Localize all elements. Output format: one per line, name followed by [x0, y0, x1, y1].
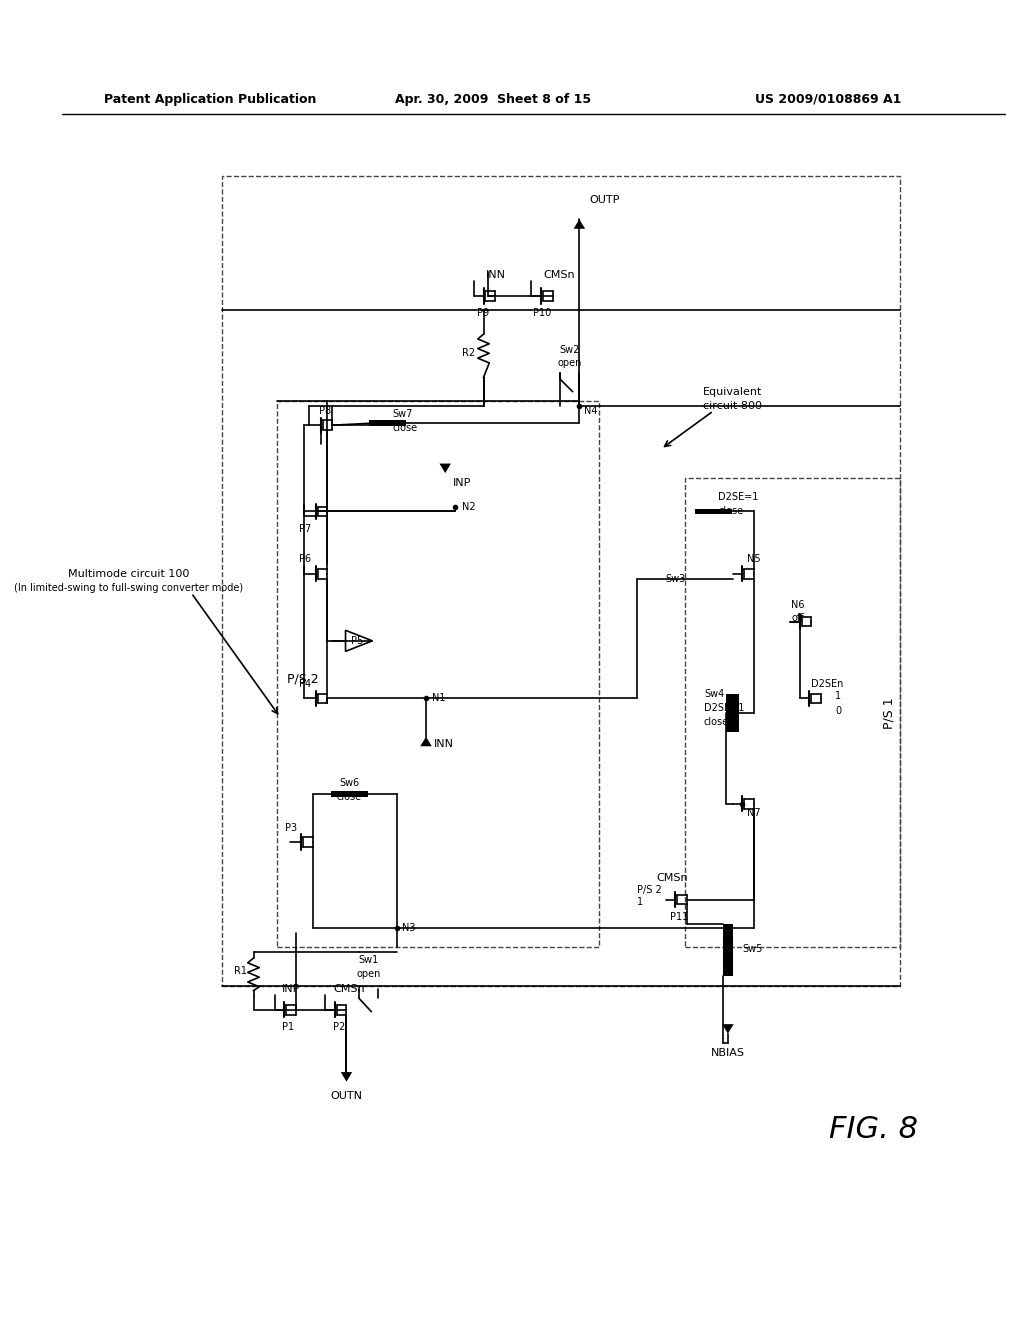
Text: OUTP: OUTP — [589, 195, 620, 205]
Text: P6: P6 — [299, 554, 311, 565]
Text: off: off — [792, 612, 804, 623]
Text: P/S 2: P/S 2 — [287, 673, 318, 685]
Text: Patent Application Publication: Patent Application Publication — [104, 92, 316, 106]
Text: CMSn: CMSn — [543, 269, 574, 280]
Text: close: close — [392, 424, 418, 433]
Text: R2: R2 — [462, 348, 475, 358]
Text: close: close — [718, 507, 743, 516]
Text: P4: P4 — [299, 678, 311, 689]
Text: N7: N7 — [748, 808, 761, 818]
Text: Sw6: Sw6 — [339, 777, 359, 788]
Bar — [685, 478, 900, 948]
Text: P5: P5 — [351, 636, 364, 645]
Text: INN: INN — [485, 269, 506, 280]
Bar — [723, 924, 733, 977]
Text: P10: P10 — [532, 308, 551, 318]
Text: P11: P11 — [670, 912, 688, 921]
Polygon shape — [722, 1024, 733, 1034]
Text: US 2009/0108869 A1: US 2009/0108869 A1 — [756, 92, 902, 106]
Text: INP: INP — [283, 983, 301, 994]
Text: 1: 1 — [835, 692, 841, 701]
Text: P/S 2: P/S 2 — [637, 884, 662, 895]
Bar — [278, 401, 598, 948]
Text: P9: P9 — [477, 308, 489, 318]
Text: open: open — [356, 969, 381, 979]
Text: N4: N4 — [584, 405, 598, 416]
Bar — [331, 791, 368, 797]
Polygon shape — [341, 1072, 352, 1081]
Text: NBIAS: NBIAS — [711, 1048, 744, 1057]
Text: (In limited-swing to full-swing converter mode): (In limited-swing to full-swing converte… — [14, 583, 244, 593]
Text: Sw3: Sw3 — [665, 574, 685, 583]
Text: Sw4: Sw4 — [703, 689, 724, 698]
Text: N5: N5 — [748, 554, 761, 565]
Text: CMSn: CMSn — [333, 983, 365, 994]
Text: INN: INN — [434, 739, 454, 750]
Text: N3: N3 — [402, 923, 416, 933]
Text: Sw2: Sw2 — [559, 346, 580, 355]
Text: OUTN: OUTN — [331, 1092, 362, 1101]
Text: Sw1: Sw1 — [358, 954, 379, 965]
Text: N6: N6 — [792, 601, 805, 610]
Text: N2: N2 — [463, 502, 476, 512]
Text: P1: P1 — [282, 1022, 294, 1032]
Text: P2: P2 — [333, 1022, 345, 1032]
Text: N1: N1 — [432, 693, 445, 704]
Bar — [695, 508, 732, 515]
Polygon shape — [420, 737, 432, 746]
Text: D2SEn: D2SEn — [811, 678, 844, 689]
Text: open: open — [558, 358, 582, 368]
Text: P8: P8 — [319, 405, 332, 416]
Text: P/S 1: P/S 1 — [883, 697, 896, 729]
Text: D2SE=1: D2SE=1 — [703, 704, 744, 713]
Polygon shape — [439, 463, 451, 473]
Text: D2SE=1: D2SE=1 — [718, 492, 759, 502]
Polygon shape — [573, 219, 585, 228]
Text: 1: 1 — [637, 898, 643, 907]
Text: Equivalent: Equivalent — [703, 387, 762, 397]
Text: Sw5: Sw5 — [742, 944, 763, 954]
Text: Multimode circuit 100: Multimode circuit 100 — [69, 569, 189, 578]
Bar — [726, 693, 739, 731]
Text: R1: R1 — [233, 966, 247, 977]
Text: INP: INP — [453, 478, 471, 487]
Text: FIG. 8: FIG. 8 — [828, 1115, 918, 1144]
Text: Apr. 30, 2009  Sheet 8 of 15: Apr. 30, 2009 Sheet 8 of 15 — [395, 92, 591, 106]
Text: close: close — [337, 792, 361, 803]
Text: CMSn: CMSn — [656, 874, 688, 883]
Text: close: close — [703, 717, 729, 727]
Polygon shape — [345, 630, 373, 651]
Text: Sw7: Sw7 — [392, 409, 413, 418]
Text: P3: P3 — [285, 822, 297, 833]
Text: 0: 0 — [835, 706, 841, 715]
Text: P7: P7 — [299, 524, 311, 533]
Text: circuit 800: circuit 800 — [703, 401, 762, 411]
Bar — [370, 421, 406, 426]
Bar — [222, 176, 900, 986]
